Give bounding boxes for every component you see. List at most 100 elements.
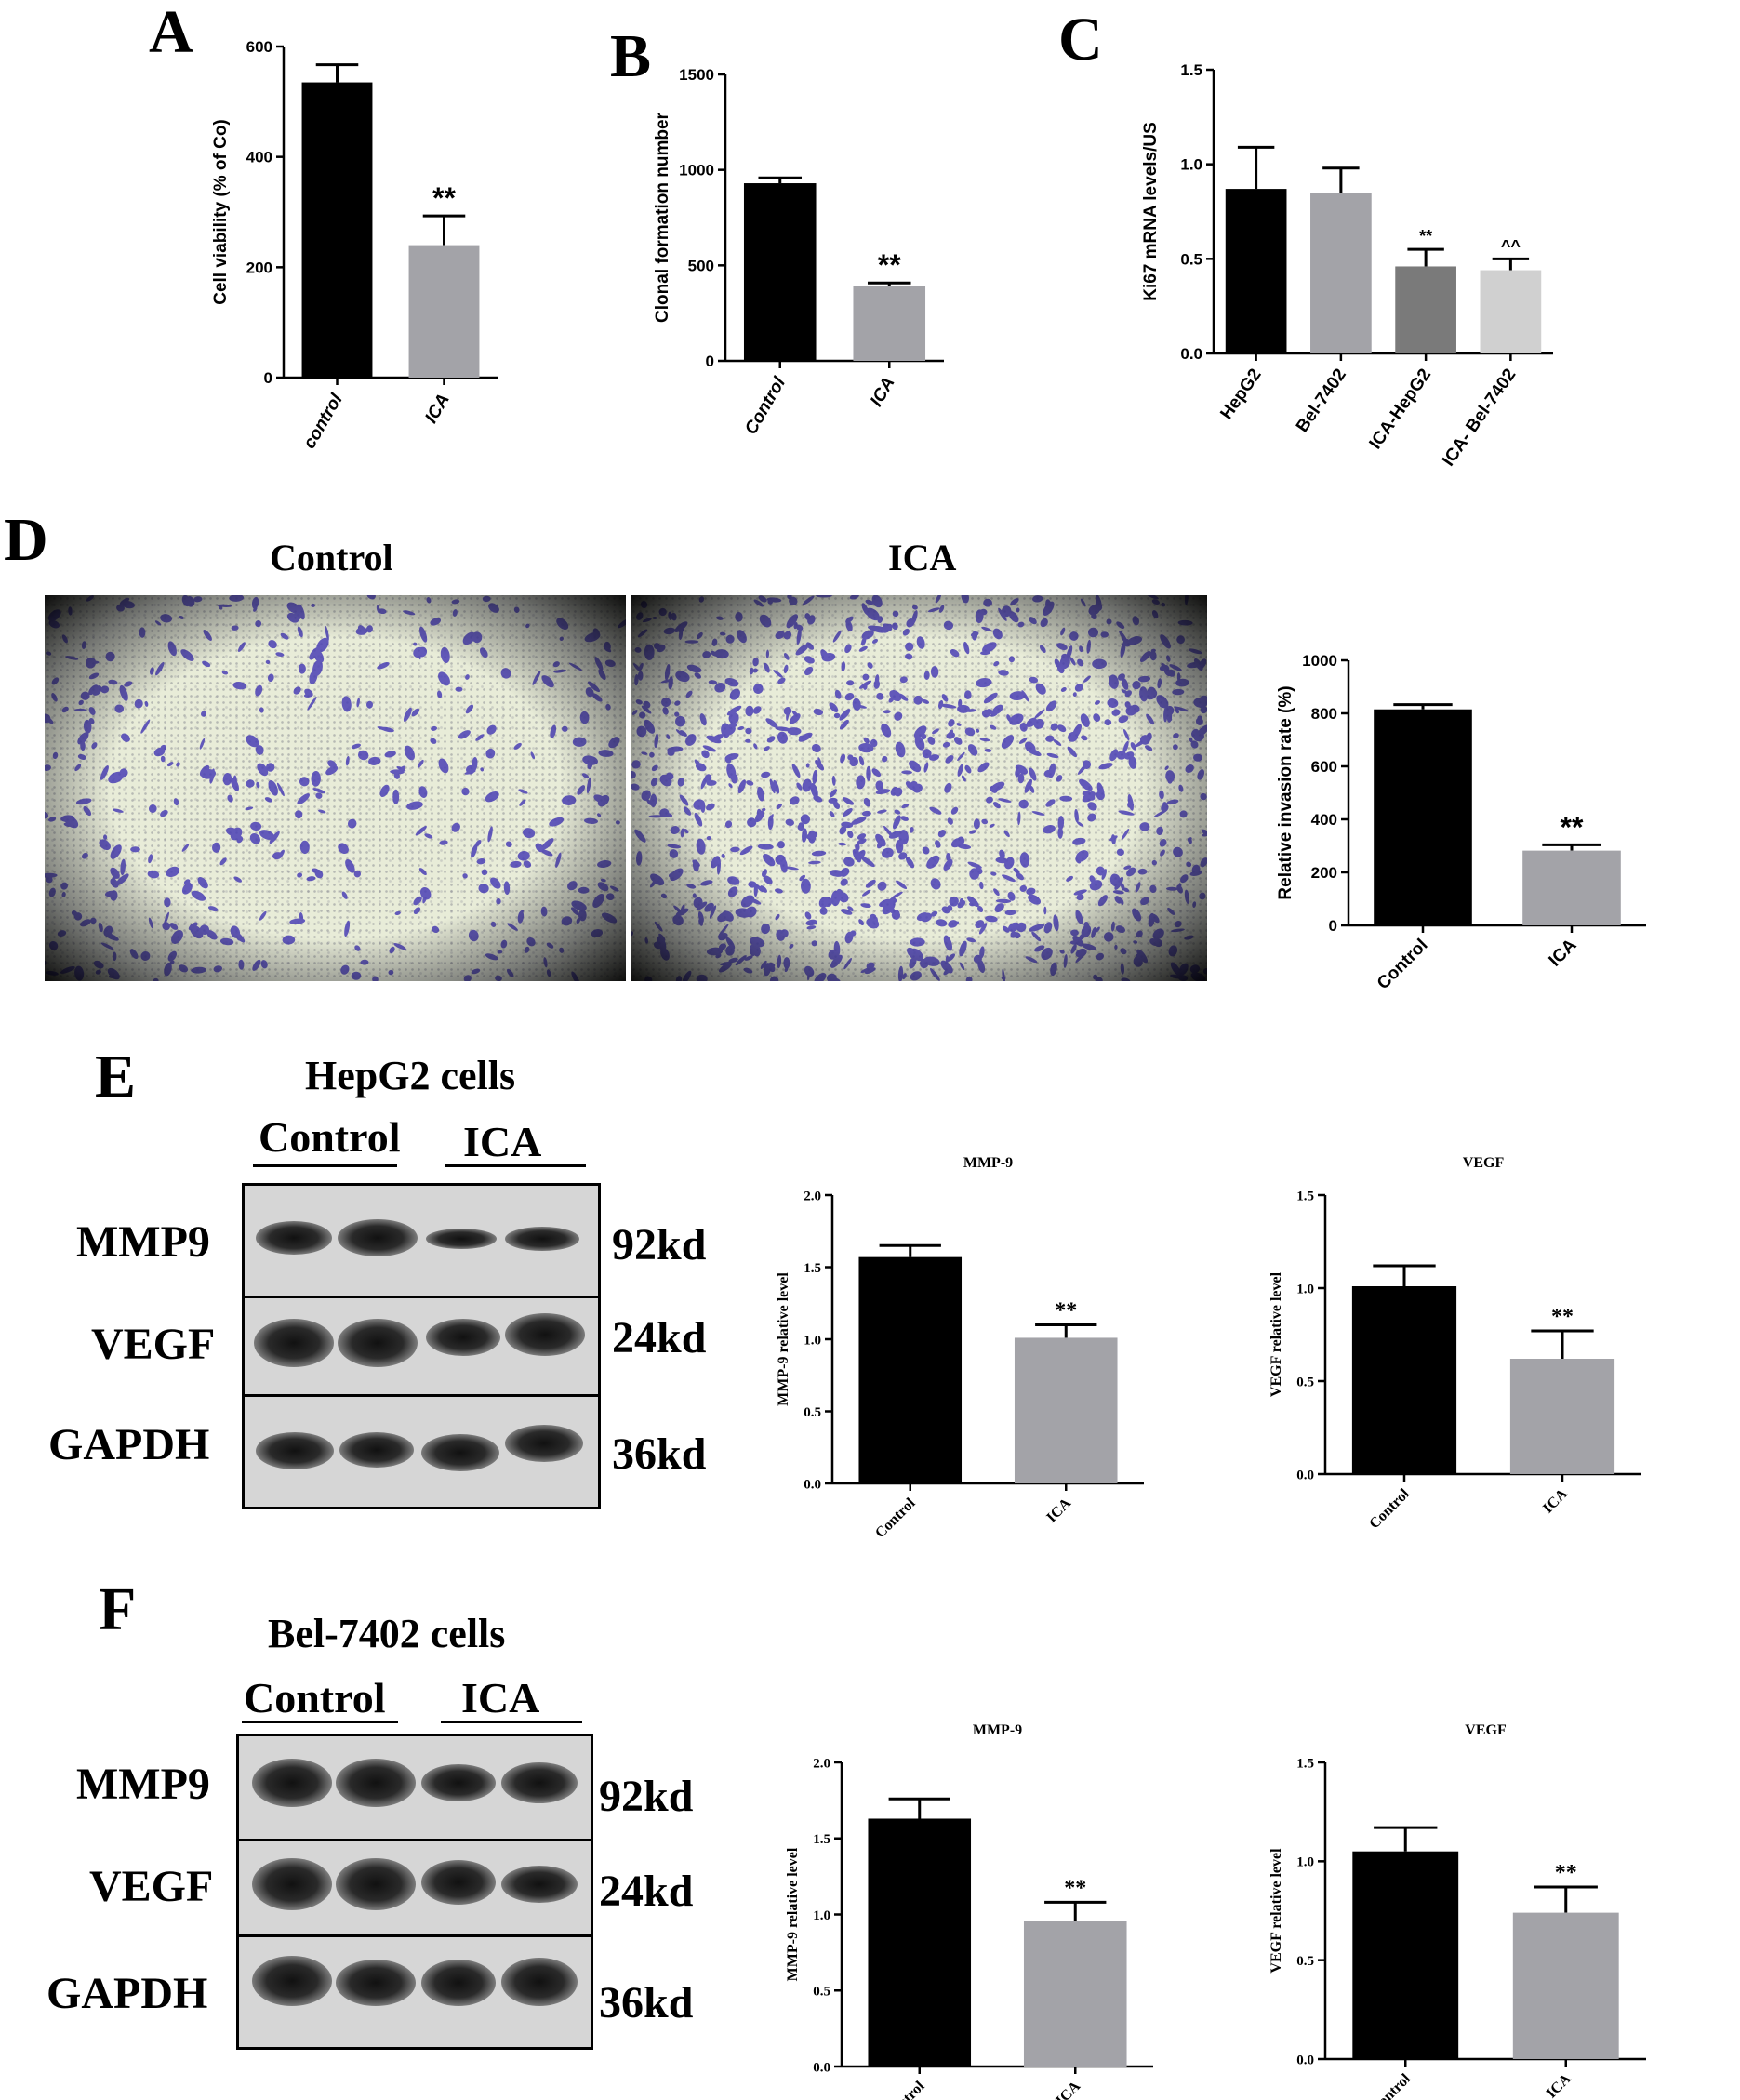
x-tick-label: ICA: [1544, 2070, 1574, 2100]
blot-e-control-underline: [253, 1164, 397, 1167]
y-tick-label: 0.0: [1296, 2053, 1314, 2067]
panel-letter-d: D: [4, 506, 48, 574]
bar: [1512, 1912, 1619, 2059]
y-tick-label: 1.5: [1296, 1189, 1314, 1203]
band: [426, 1229, 497, 1249]
chart-f-mmp9: 0.0 0.5 1.0 1.5 2.0 MMP-9 relative level MMP-9…: [786, 1722, 1153, 2100]
x-tick-label: ICA: [1546, 935, 1581, 970]
blot-e-group-ica: ICA: [463, 1118, 542, 1165]
bar: [1509, 1359, 1615, 1474]
chart-c-ki67-mrna: 0.0 0.5 1.0 1.5 Ki67 mRNA levels/US HepG2 Bel-…: [1141, 61, 1553, 470]
x-tick-label: Control: [1366, 1485, 1413, 1532]
blot-f-ica-underline: [441, 1721, 582, 1723]
blot-f-vegf: [236, 1839, 593, 1937]
band: [336, 1960, 416, 2006]
bar: [1395, 266, 1456, 353]
significance-label: ^^: [1501, 236, 1521, 255]
bar: [1225, 189, 1287, 353]
blot-f-group-ica: ICA: [461, 1674, 540, 1721]
y-axis-label: Ki67 mRNA levels/US: [1141, 122, 1161, 301]
x-tick-label: control: [299, 390, 347, 452]
y-tick-label: 1500: [679, 66, 714, 84]
bar: [1352, 1851, 1459, 2059]
y-tick-label: 0.5: [1180, 250, 1202, 268]
x-tick-label: Control: [872, 1495, 919, 1541]
x-tick-label: ICA: [867, 374, 899, 410]
bar: [1310, 193, 1372, 353]
panel-letter-e: E: [95, 1043, 137, 1110]
panel-letter-b: B: [610, 22, 652, 90]
y-axis-label: MMP-9 relative level: [777, 1272, 791, 1406]
y-tick-label: 1.0: [813, 1908, 830, 1923]
band: [505, 1227, 579, 1251]
blot-e-group-control: Control: [259, 1113, 401, 1161]
y-axis-label: Clonal formation number: [653, 112, 672, 323]
y-tick-label: 1.0: [804, 1333, 821, 1348]
band: [501, 1762, 578, 1803]
y-tick-label: 600: [1311, 758, 1337, 776]
bar: [1351, 1286, 1457, 1474]
y-tick-label: 2.0: [804, 1189, 821, 1203]
chart-title: VEGF: [1463, 1155, 1505, 1171]
blot-e-size-mmp9: 92kd: [612, 1220, 707, 1269]
y-axis-label: Cell viability (% of Co): [211, 119, 231, 305]
bar: [301, 82, 373, 379]
y-tick-label: 0: [1329, 917, 1337, 935]
band: [501, 1866, 578, 1903]
y-tick-label: 1.5: [1296, 1756, 1314, 1771]
blot-f-size-gapdh: 36kd: [599, 1978, 694, 2027]
y-tick-label: 1.0: [1296, 1855, 1314, 1870]
y-tick-label: 1.5: [813, 1832, 830, 1847]
y-tick-label: 800: [1311, 705, 1337, 723]
band: [501, 1958, 578, 2006]
significance-label: **: [1561, 810, 1584, 844]
chart-a-cell-viability: 0 200 400 600 Cell viability (% of Co) contro…: [211, 38, 498, 452]
chart-e-vegf: 0.0 0.5 1.0 1.5 VEGF relative level VEGF Contr…: [1269, 1155, 1641, 1532]
band: [505, 1313, 585, 1356]
blot-e-size-gapdh: 36kd: [612, 1429, 707, 1479]
blot-e-vegf: [242, 1296, 601, 1397]
y-tick-label: 0.5: [813, 1985, 830, 2000]
bar: [1374, 709, 1472, 925]
y-tick-label: 0: [706, 352, 714, 370]
x-tick-label: ICA: [1053, 2078, 1083, 2100]
x-tick-label: HepG2: [1216, 366, 1265, 423]
band: [338, 1319, 418, 1367]
y-tick-label: 200: [1311, 864, 1337, 882]
blot-f-row-mmp9: MMP9: [76, 1760, 210, 1809]
band: [339, 1432, 414, 1468]
y-tick-label: 1.0: [1180, 156, 1202, 174]
panel-letter-f: F: [99, 1575, 137, 1643]
blot-f-row-gapdh: GAPDH: [46, 1969, 208, 2018]
control-invasion-image: [45, 595, 626, 981]
x-tick-label: Control: [741, 373, 790, 438]
blot-e-row-vegf: VEGF: [91, 1320, 216, 1369]
bar: [408, 245, 480, 378]
y-tick-label: 0.5: [1296, 1375, 1314, 1389]
bar: [853, 286, 926, 361]
bar: [1522, 850, 1621, 925]
blot-f-title: Bel-7402 cells: [268, 1611, 506, 1656]
blot-e-gapdh: [242, 1394, 601, 1509]
blot-f-size-vegf: 24kd: [599, 1867, 694, 1916]
y-tick-label: 0.0: [1296, 1468, 1314, 1482]
significance-label: **: [1551, 1305, 1574, 1329]
significance-label: **: [1064, 1876, 1086, 1900]
y-axis-label: VEGF relative level: [1269, 1848, 1284, 1974]
y-tick-label: 1.5: [804, 1261, 821, 1276]
chart-e-mmp9: 0.0 0.5 1.0 1.5 2.0 MMP-9 relative level MMP-9…: [777, 1155, 1144, 1541]
y-tick-label: 1.5: [1180, 61, 1202, 79]
chart-d-invasion-rate: 0 200 400 600 800 1000 Relative invasion rate …: [1276, 652, 1646, 993]
x-tick-label: Bel-7402: [1293, 366, 1350, 436]
band: [421, 1860, 496, 1905]
y-tick-label: 200: [246, 259, 272, 276]
x-tick-label: ICA: [1540, 1485, 1571, 1516]
x-tick-label: ICA: [1043, 1495, 1074, 1525]
bar: [1023, 1921, 1127, 2067]
y-tick-label: 1.0: [1296, 1282, 1314, 1296]
blot-f-row-vegf: VEGF: [89, 1862, 214, 1911]
band: [256, 1221, 332, 1255]
y-tick-label: 400: [1311, 811, 1337, 829]
x-tick-label: Control: [882, 2078, 928, 2100]
bar: [743, 183, 817, 361]
